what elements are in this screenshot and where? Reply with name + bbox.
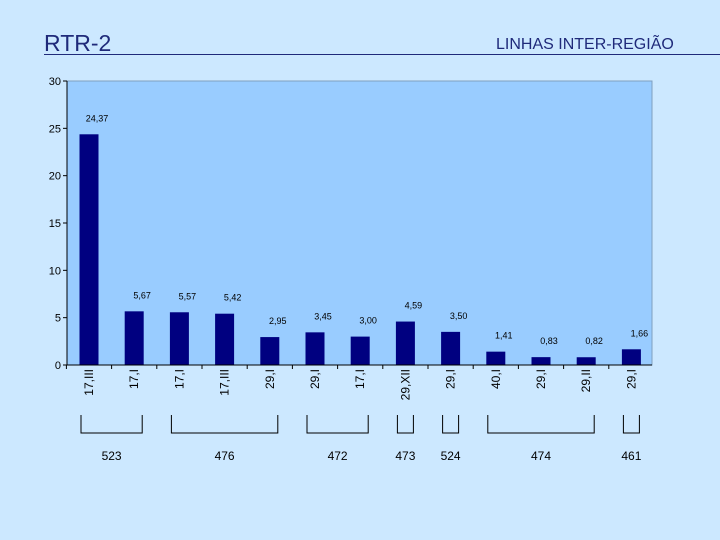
y-tick-label: 0 (55, 360, 61, 372)
x-tick-label: 17,I (353, 369, 367, 389)
x-tick-label: 29,I (308, 369, 322, 389)
x-tick-label: 29,I (263, 369, 277, 389)
group-bracket (622, 415, 640, 434)
y-tick-label: 10 (49, 265, 61, 277)
x-tick-label: 17,I (172, 369, 186, 389)
data-label: 3,00 (359, 316, 377, 326)
x-tick-label: 29,XII (398, 369, 412, 400)
data-label: 5,57 (179, 291, 197, 301)
y-tick-label: 20 (49, 171, 61, 183)
page-subtitle: LINHAS INTER-REGIÃO (496, 36, 674, 53)
bar (260, 337, 280, 365)
group-label: 473 (395, 449, 415, 463)
bar (215, 313, 235, 365)
bar (486, 351, 506, 365)
plot-area (66, 80, 653, 366)
x-tick-label: 17,III (218, 369, 232, 396)
x-tick-label: 29,II (579, 369, 593, 392)
bar (576, 357, 596, 365)
data-label: 4,59 (405, 301, 423, 311)
group-label: 461 (621, 449, 641, 463)
group-label: 476 (215, 449, 235, 463)
y-tick-label: 5 (55, 313, 61, 325)
data-label: 3,45 (314, 311, 332, 321)
x-tick-label: 17,I (127, 369, 141, 389)
bar (531, 357, 551, 365)
data-label: 3,50 (450, 311, 468, 321)
data-label: 0,82 (585, 336, 603, 346)
x-tick-label: 40,I (489, 369, 503, 389)
data-label: 1,66 (631, 328, 649, 338)
data-label: 1,41 (495, 331, 513, 341)
bar (124, 311, 144, 365)
x-tick-label: 29,I (534, 369, 548, 389)
group-bracket (487, 415, 595, 434)
x-tick-label: 17,III (82, 369, 96, 396)
group-label: 474 (531, 449, 551, 463)
bar (350, 336, 370, 365)
y-tick-label: 30 (49, 76, 61, 88)
bar (305, 332, 325, 365)
data-label: 24,37 (86, 113, 109, 123)
y-tick-label: 15 (49, 218, 61, 230)
data-label: 5,67 (133, 290, 151, 300)
bar (441, 331, 461, 365)
page-title: RTR-2 (44, 30, 112, 56)
group-label: 524 (441, 449, 461, 463)
group-bracket (170, 415, 279, 434)
bar (169, 312, 189, 365)
bar (79, 134, 99, 365)
data-label: 0,83 (540, 336, 558, 346)
group-bracket (80, 415, 143, 434)
group-label: 523 (102, 449, 122, 463)
bar (395, 321, 415, 365)
bar (621, 349, 641, 365)
title-underline (44, 54, 720, 55)
group-label: 472 (328, 449, 348, 463)
group-bracket (306, 415, 369, 434)
x-tick-label: 29,I (624, 369, 638, 389)
group-bracket (396, 415, 414, 434)
x-tick-label: 29,I (444, 369, 458, 389)
group-bracket (442, 415, 460, 434)
y-tick-label: 25 (49, 123, 61, 135)
data-label: 5,42 (224, 293, 242, 303)
data-label: 2,95 (269, 316, 287, 326)
